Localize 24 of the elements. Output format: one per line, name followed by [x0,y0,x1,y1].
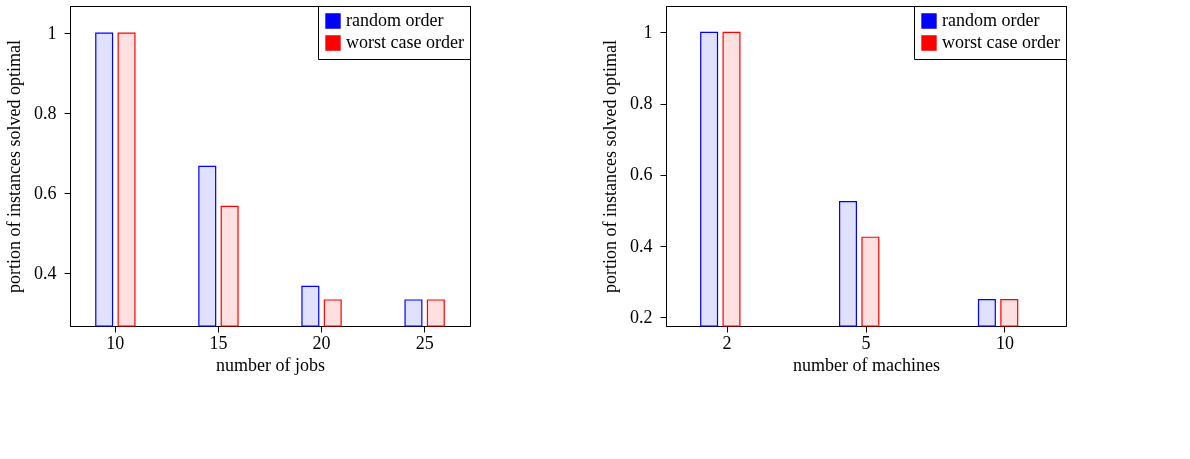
x-tick-label: 2 [722,332,732,353]
x-tick-label: 25 [415,332,434,353]
y-tick-label: 0.4 [630,235,653,256]
y-tick-label: 1 [643,21,653,42]
y-tick-label: 0.4 [34,262,57,283]
y-tick-label: 0.8 [34,102,57,123]
y-tick-label: 0.6 [630,164,653,185]
x-tick-label: 10 [106,332,125,353]
x-tick-label: 15 [209,332,228,353]
y-tick-label: 0.8 [630,93,653,114]
x-tick-label: 10 [995,332,1014,353]
y-tick-label: 0.2 [630,306,653,327]
x-tick-label: 5 [861,332,871,353]
x-axis-title: number of machines [793,354,940,375]
legend-label: random order [942,10,1040,30]
y-tick-label: 0.6 [34,182,57,203]
y-tick-label: 1 [47,22,57,43]
legend-label: worst case order [346,32,464,52]
y-axis-title: portion of instances solved optimal [4,40,24,293]
x-axis-title: number of jobs [216,354,325,375]
x-tick-label: 20 [312,332,331,353]
y-axis-title: portion of instances solved optimal [600,40,620,293]
legend-label: random order [346,10,444,30]
legend-label: worst case order [942,32,1060,52]
